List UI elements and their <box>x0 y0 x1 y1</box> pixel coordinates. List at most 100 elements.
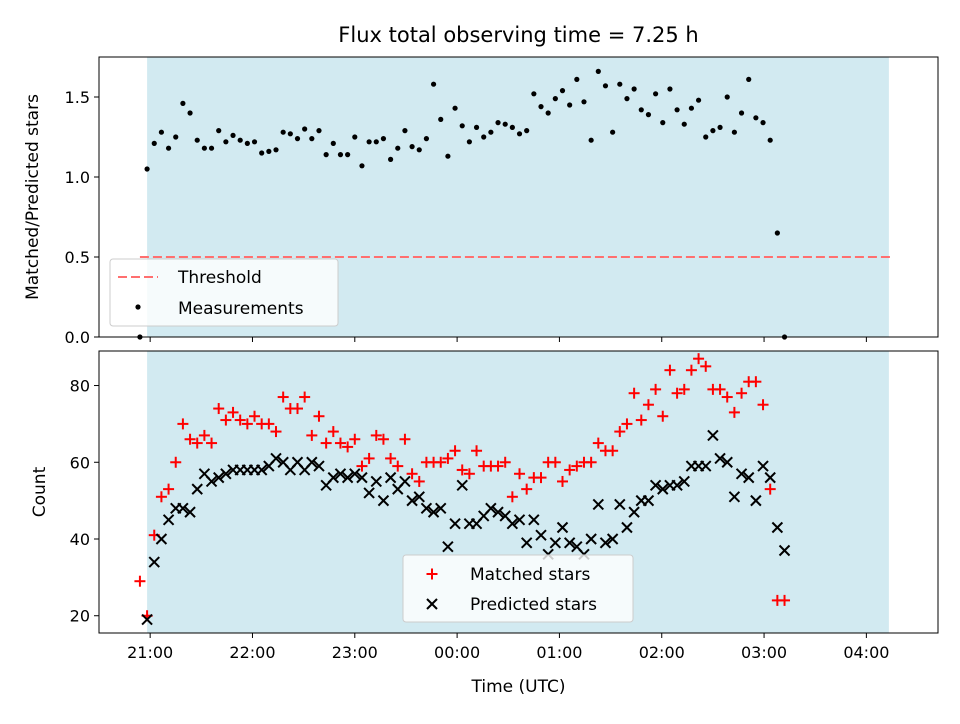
measurement-point <box>738 110 745 116</box>
legend-predicted-swatch <box>426 598 438 610</box>
predicted-stars-point <box>492 506 504 518</box>
measurement-point <box>731 129 737 135</box>
predicted-stars-point <box>585 533 597 545</box>
matched-stars-point <box>499 456 511 468</box>
matched-stars-point <box>650 383 662 395</box>
predicted-stars-point <box>728 491 741 503</box>
predicted-stars-point <box>406 494 418 507</box>
matched-stars-point <box>556 475 568 487</box>
x-tick-label: 01:00 <box>536 643 582 662</box>
measurement-point <box>488 129 494 135</box>
predicted-stars-point <box>563 537 576 549</box>
matched-stars-point <box>449 445 461 457</box>
measurement-point <box>380 136 387 142</box>
count-legend-box <box>402 554 634 623</box>
measurement-point <box>774 230 780 236</box>
matched-stars-point <box>614 426 626 438</box>
count-y-tick-label: 60 <box>70 453 90 472</box>
matched-stars-point <box>234 414 246 426</box>
measurement-point <box>602 83 609 89</box>
matched-stars-point <box>714 383 726 395</box>
matched-stars-point <box>313 410 325 422</box>
x-tick-label: 21:00 <box>127 643 173 662</box>
measurement-point <box>695 97 702 103</box>
predicted-stars-point <box>614 498 626 511</box>
matched-stars-point <box>585 456 597 468</box>
predicted-stars-point <box>456 479 468 491</box>
matched-stars-point <box>320 437 332 449</box>
matched-stars-point <box>471 445 483 457</box>
count-y-tick-label: 40 <box>70 530 90 549</box>
predicted-stars-point <box>778 544 791 557</box>
matched-stars-point <box>306 429 318 441</box>
matched-stars-point <box>342 441 354 453</box>
matched-stars-point <box>134 575 146 587</box>
predicted-stars-point <box>678 475 690 488</box>
measurement-point <box>302 126 308 132</box>
predicted-stars-point <box>442 540 454 553</box>
measurement-point <box>194 137 200 143</box>
predicted-stars-point <box>606 533 619 545</box>
measurement-point <box>395 145 401 151</box>
measurement-point <box>345 152 351 158</box>
predicted-stars-point <box>377 494 390 507</box>
matched-stars-point <box>392 460 404 472</box>
measurement-point <box>610 129 616 135</box>
predicted-stars-point <box>735 468 748 480</box>
measurement-point <box>595 68 601 74</box>
measurement-point <box>760 120 766 126</box>
measurement-point <box>230 132 236 138</box>
predicted-stars-point <box>155 533 168 545</box>
measurement-point <box>538 104 544 110</box>
matched-stars-point <box>249 410 261 422</box>
measurement-point <box>452 105 458 111</box>
matched-stars-point <box>750 376 762 388</box>
matched-stars-point <box>270 426 282 438</box>
matched-stars-point <box>463 468 475 480</box>
predicted-stars-point <box>671 479 683 491</box>
matched-stars-point <box>241 418 253 430</box>
matched-stars-point <box>385 452 397 464</box>
measurement-point <box>545 110 551 116</box>
ratio-y-axis-label: Matched/Predicted stars <box>23 94 43 300</box>
predicted-stars-point <box>384 471 397 484</box>
matched-stars-point <box>757 399 769 411</box>
matched-stars-point <box>363 452 375 464</box>
matched-stars-point <box>671 387 683 399</box>
predicted-stars-point <box>255 464 268 476</box>
matched-stars-point <box>327 426 339 438</box>
predicted-stars-point <box>750 494 762 507</box>
matched-stars-point <box>191 437 203 449</box>
measurement-point <box>445 153 451 159</box>
measurement-point <box>653 91 659 97</box>
predicted-stars-point <box>621 521 633 534</box>
predicted-stars-point <box>420 502 433 515</box>
measurement-point <box>409 144 415 150</box>
matched-stars-point <box>642 399 654 411</box>
matched-stars-point <box>628 387 640 399</box>
predicted-stars-point <box>205 475 218 488</box>
predicted-stars-point <box>449 517 461 530</box>
measurement-point <box>524 128 530 134</box>
measurement-point <box>667 86 673 92</box>
legend-matched-label: Matched stars <box>470 565 590 585</box>
matched-stars-point <box>685 364 697 376</box>
predicted-stars-point <box>528 514 540 526</box>
measurement-point <box>552 96 558 102</box>
measurement-point <box>717 124 723 130</box>
predicted-stars-point <box>535 529 547 541</box>
matched-stars-point <box>456 464 468 476</box>
legend-matched-swatch <box>426 568 438 580</box>
x-tick-label: 04:00 <box>843 643 889 662</box>
measurement-point <box>416 147 422 153</box>
predicted-stars-point <box>649 479 662 491</box>
measurement-point <box>681 121 687 127</box>
predicted-stars-point <box>592 498 605 511</box>
measurement-point <box>631 86 637 92</box>
matched-stars-point <box>571 460 583 472</box>
matched-stars-point <box>721 391 733 403</box>
matched-stars-point <box>184 433 196 445</box>
ratio-y-tick-label: 0.0 <box>65 328 90 347</box>
predicted-stars-point <box>628 506 640 518</box>
